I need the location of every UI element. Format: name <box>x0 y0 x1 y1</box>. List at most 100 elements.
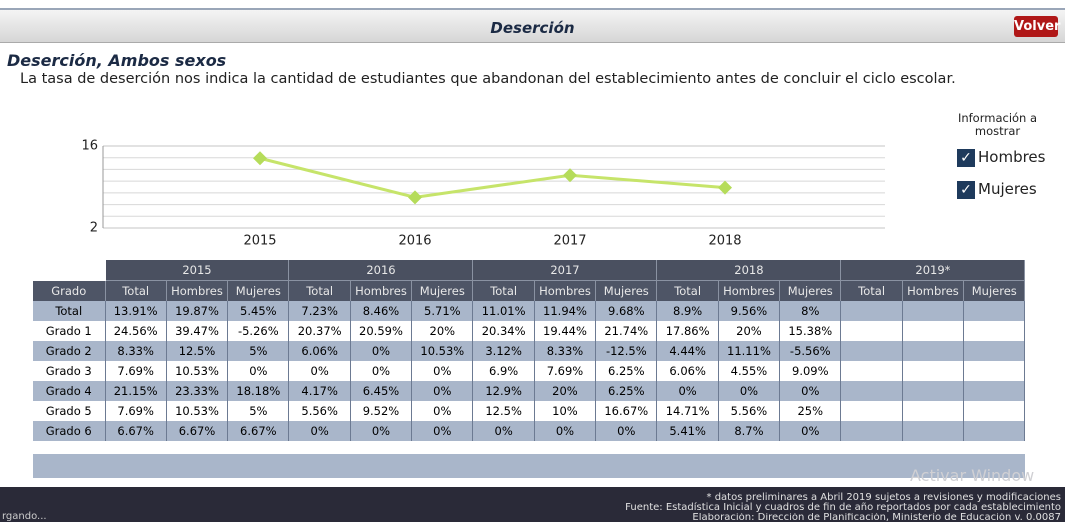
value-cell: 6.06% <box>288 341 351 361</box>
value-cell: 6.45% <box>350 381 413 401</box>
value-cell: 0% <box>718 381 781 401</box>
value-cell: 8.9% <box>656 301 719 321</box>
value-cell: 6.25% <box>595 361 658 381</box>
value-cell: 20% <box>718 321 781 341</box>
column-header: Total <box>105 280 167 301</box>
section-title: Deserción, Ambos sexos <box>7 51 227 70</box>
watermark: Activar Window <box>910 466 1035 485</box>
data-table: 2015 2016 2017 2018 2019* Grado Total Hombres Mu… <box>33 260 1026 441</box>
column-header: Mujeres <box>779 280 842 301</box>
footer: * datos preliminares a Abril 2019 sujeto… <box>0 487 1065 522</box>
back-button[interactable]: Volver <box>1014 16 1060 37</box>
column-header: Hombres <box>166 280 229 301</box>
value-cell: 4.44% <box>656 341 719 361</box>
table-row: Grado 1 24.56% 39.47% -5.26% 20.37% 20.59% 20%… <box>33 321 1026 341</box>
legend-title: Información a mostrar <box>957 111 1038 138</box>
value-cell: 3.12% <box>472 341 535 361</box>
value-cell: 8.46% <box>350 301 413 321</box>
value-cell: 10.53% <box>166 361 229 381</box>
column-header: Hombres <box>902 280 965 301</box>
value-cell: 9.09% <box>779 361 842 381</box>
empty-cell <box>840 361 903 381</box>
value-cell: 5.41% <box>656 421 719 441</box>
value-cell: 24.56% <box>105 321 167 341</box>
year-header: 2018 <box>656 260 842 281</box>
value-cell: 6.9% <box>472 361 535 381</box>
column-header: Mujeres <box>595 280 658 301</box>
value-cell: 8.33% <box>105 341 167 361</box>
x-tick-label: 2015 <box>243 234 276 249</box>
table-row: Grado 3 7.69% 10.53% 0% 0% 0% 0% 6.9% 7.69% 6.25%… <box>33 361 1026 381</box>
year-header: 2017 <box>472 260 658 281</box>
value-cell: 0% <box>779 421 842 441</box>
value-cell: 9.56% <box>718 301 781 321</box>
value-cell: 7.23% <box>288 301 351 321</box>
line <box>259 156 726 199</box>
value-cell: -5.26% <box>227 321 290 341</box>
value-cell: 5% <box>227 341 290 361</box>
footer-credit: Elaboración: Dirección de Planificación,… <box>692 513 1061 522</box>
value-cell: 11.11% <box>718 341 781 361</box>
value-cell: 0% <box>288 361 351 381</box>
grado-cell: Grado 3 <box>33 361 106 381</box>
value-cell: -12.5% <box>595 341 658 361</box>
year-header-row: 2015 2016 2017 2018 2019* <box>33 260 1026 281</box>
table-row: Grado 4 21.15% 23.33% 18.18% 4.17% 6.45% 0% 12.… <box>33 381 1026 401</box>
value-cell: 15.38% <box>779 321 842 341</box>
value-cell: 20.59% <box>350 321 413 341</box>
grado-cell: Total <box>33 301 106 321</box>
value-cell: 18.18% <box>227 381 290 401</box>
grado-cell: Grado 2 <box>33 341 106 361</box>
status-text: rgando... <box>2 511 47 522</box>
checkbox[interactable]: ✓ <box>957 180 975 199</box>
column-header: Total <box>288 280 351 301</box>
table-row: Grado 6 6.67% 6.67% 6.67% 0% 0% 0% 0% 0% 0% 5.41% 8… <box>33 421 1026 441</box>
checkbox-hombres[interactable]: ✓ Hombres <box>957 148 1065 168</box>
value-cell: 5.45% <box>227 301 290 321</box>
checkbox-mujeres[interactable]: ✓ Mujeres <box>957 180 1065 200</box>
value-cell: 4.55% <box>718 361 781 381</box>
value-cell: 7.69% <box>534 361 597 381</box>
table-row: Grado 5 7.69% 10.53% 5% 5.56% 9.52% 0% 12.5% 10%… <box>33 401 1026 421</box>
empty-cell <box>902 361 965 381</box>
value-cell: 16.67% <box>595 401 658 421</box>
value-cell: 11.94% <box>534 301 597 321</box>
x-tick-label: 2016 <box>398 234 431 249</box>
column-header: Total <box>472 280 535 301</box>
column-header: Grado <box>33 280 106 301</box>
year-header: 2019* <box>840 260 1026 281</box>
checkbox[interactable]: ✓ <box>957 148 975 167</box>
empty-cell <box>902 401 965 421</box>
value-cell: 0% <box>411 381 474 401</box>
empty-cell <box>840 401 903 421</box>
value-cell: 9.52% <box>350 401 413 421</box>
value-cell: 10.53% <box>411 341 474 361</box>
marker <box>563 168 577 183</box>
value-cell: 9.68% <box>595 301 658 321</box>
value-cell: 7.69% <box>105 361 167 381</box>
header-cell <box>33 260 106 281</box>
value-cell: 17.86% <box>656 321 719 341</box>
empty-cell <box>840 341 903 361</box>
column-header: Hombres <box>350 280 413 301</box>
empty-cell <box>963 421 1026 441</box>
column-header: Hombres <box>718 280 781 301</box>
value-cell: 0% <box>472 421 535 441</box>
value-cell: 5% <box>227 401 290 421</box>
value-cell: 12.5% <box>166 341 229 361</box>
value-cell: 0% <box>411 421 474 441</box>
value-cell: 13.91% <box>105 301 167 321</box>
value-cell: -5.56% <box>779 341 842 361</box>
value-cell: 23.33% <box>166 381 229 401</box>
empty-cell <box>963 321 1026 341</box>
table-filler <box>33 454 1025 478</box>
value-cell: 10.53% <box>166 401 229 421</box>
empty-cell <box>963 361 1026 381</box>
empty-cell <box>963 341 1026 361</box>
value-cell: 0% <box>411 401 474 421</box>
column-header: Hombres <box>534 280 597 301</box>
x-tick-label: 2018 <box>708 234 741 249</box>
value-cell: 4.17% <box>288 381 351 401</box>
value-cell: 20% <box>411 321 474 341</box>
